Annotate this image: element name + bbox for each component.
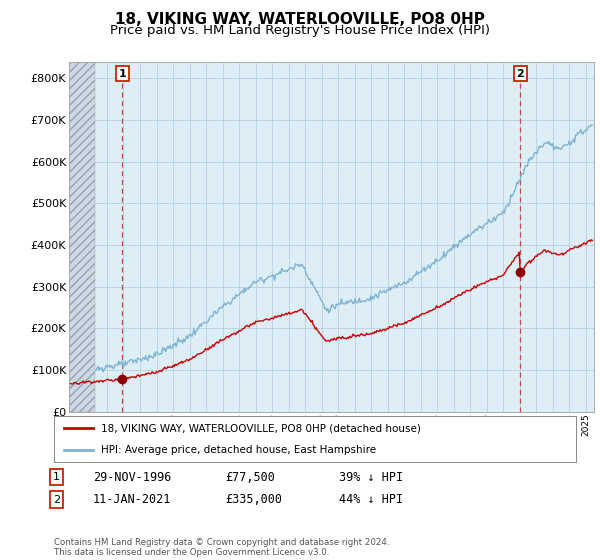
- Text: 1: 1: [53, 472, 60, 482]
- Text: 44% ↓ HPI: 44% ↓ HPI: [339, 493, 403, 506]
- Bar: [69, 62, 95, 412]
- Text: 39% ↓ HPI: 39% ↓ HPI: [339, 470, 403, 484]
- Text: 2: 2: [517, 69, 524, 78]
- Text: HPI: Average price, detached house, East Hampshire: HPI: Average price, detached house, East…: [101, 445, 376, 455]
- Text: 18, VIKING WAY, WATERLOOVILLE, PO8 0HP: 18, VIKING WAY, WATERLOOVILLE, PO8 0HP: [115, 12, 485, 27]
- Text: Contains HM Land Registry data © Crown copyright and database right 2024.
This d: Contains HM Land Registry data © Crown c…: [54, 538, 389, 557]
- Text: 29-NOV-1996: 29-NOV-1996: [93, 470, 172, 484]
- Text: £77,500: £77,500: [225, 470, 275, 484]
- Text: 11-JAN-2021: 11-JAN-2021: [93, 493, 172, 506]
- Text: £335,000: £335,000: [225, 493, 282, 506]
- Text: 1: 1: [118, 69, 126, 78]
- Text: 2: 2: [53, 494, 60, 505]
- Text: 18, VIKING WAY, WATERLOOVILLE, PO8 0HP (detached house): 18, VIKING WAY, WATERLOOVILLE, PO8 0HP (…: [101, 423, 421, 433]
- Text: Price paid vs. HM Land Registry's House Price Index (HPI): Price paid vs. HM Land Registry's House …: [110, 24, 490, 37]
